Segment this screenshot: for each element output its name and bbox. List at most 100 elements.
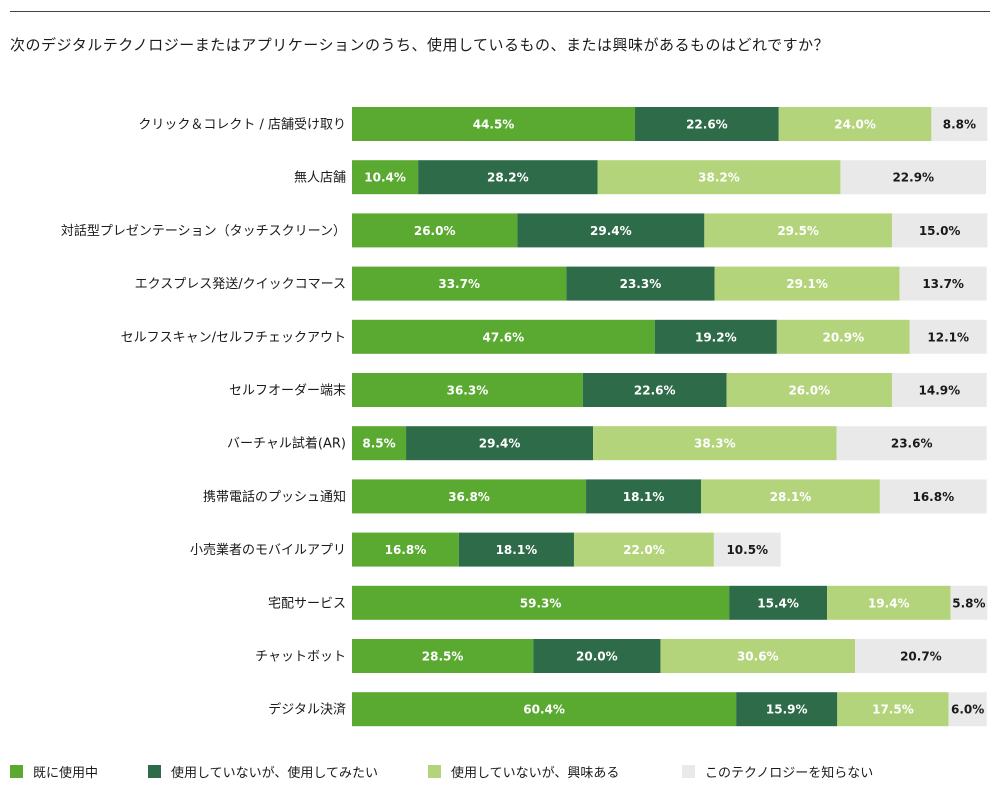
data-label: 29.5% [777,224,819,238]
category-label: チャットボット [255,650,346,665]
bar-segment [352,692,737,727]
data-label: 19.2% [695,330,737,344]
data-label: 22.6% [686,118,728,132]
data-label: 60.4% [523,703,565,717]
bar-segment [891,373,987,407]
data-label: 24.0% [834,118,876,132]
data-label: 33.7% [438,277,480,291]
bar-segment [776,319,910,354]
data-label: 26.0% [788,384,830,398]
data-label: 59.3% [520,596,562,610]
bar-segment [352,160,419,195]
legend-label: このテクノロジーを知らない [705,766,874,781]
data-label: 16.8% [385,543,427,557]
bar-segment [840,160,987,195]
category-label: 小売業者のモバイルアプリ [190,542,346,558]
category-label: デジタル決済 [268,702,346,718]
bar-segment [837,692,949,727]
chart-legend: 既に使用中 使用していないが、使用してみたい 使用していないが、興味ある このテクノロ… [10,762,990,784]
bar-segment [352,319,655,354]
bar-segment [593,426,837,461]
bar-segment [458,532,574,567]
bar-segment [660,639,856,673]
data-label: 8.5% [362,437,395,451]
bar-segment [597,160,841,195]
data-label: 29.4% [590,224,632,238]
bar-segment [855,639,987,673]
bar-segment [352,585,730,620]
bar-segment [879,479,987,514]
bar-segment [729,585,828,620]
legend-swatch [428,765,441,778]
bar-segment [352,107,636,141]
data-label: 28.1% [770,490,812,504]
bar-segment [931,107,988,141]
data-label: 23.3% [620,277,662,291]
bar-segment [827,585,951,620]
data-label: 29.1% [786,277,828,291]
bar-segment [778,107,932,141]
data-label: 28.2% [487,171,529,185]
data-label: 44.5% [473,118,515,132]
bar-segment [950,585,988,620]
bar-segment [701,479,880,514]
legend-swatch [682,765,695,778]
bar-segment [836,426,987,461]
data-label: 22.0% [623,543,665,557]
data-label: 12.1% [927,330,969,344]
data-label: 18.1% [496,543,538,557]
bar-segment [566,266,715,301]
bar-segment [899,266,987,301]
data-label: 17.5% [872,703,914,717]
data-label: 38.2% [698,171,740,185]
category-label: セルフスキャン/セルフチェックアウト [121,330,346,345]
bar-segment [891,213,988,248]
data-label: 28.5% [422,650,464,664]
bar-segment [352,532,459,567]
bar-segment [352,266,567,301]
data-label: 18.1% [623,490,665,504]
data-label: 20.7% [900,650,942,664]
legend-item: 使用していないが、興味ある [428,762,619,781]
bar-segment [533,639,661,673]
legend-label: 使用していないが、使用してみたい [171,766,378,781]
page-title: 次のデジタルテクノロジーまたはアプリケーションのうち、使用しているもの、または興… [10,36,830,54]
bar-segment [654,319,777,354]
legend-item: 使用していないが、使用してみたい [148,762,378,781]
bar-segment [352,373,583,407]
stacked-bar-chart: クリック＆コレクト / 店舗受け取り 44.5% 22.6% 24.0% 8.8% 無人店… [61,107,988,727]
data-label: 14.9% [919,384,961,398]
data-label: 38.3% [694,437,736,451]
legend-swatch [148,765,161,778]
bar-segment [573,532,714,567]
data-label: 20.9% [822,330,864,344]
data-label: 15.0% [919,224,961,238]
data-label: 8.8% [943,118,976,132]
bar-segment [352,479,587,514]
bar-segment [586,479,702,514]
bar-segment [713,532,781,567]
data-label: 10.4% [364,171,406,185]
category-label: 対話型プレゼンテーション（タッチスクリーン） [61,223,346,239]
category-label: セルフオーダー端末 [229,384,346,399]
data-label: 13.7% [922,277,964,291]
data-label: 36.3% [447,384,489,398]
data-label: 30.6% [737,650,779,664]
bar-segment [726,373,892,407]
legend-item: 既に使用中 [10,762,98,781]
category-label: バーチャル試着(AR) [227,436,346,452]
top-rule [10,11,990,12]
bar-segment [635,107,779,141]
bar-segment [406,426,594,461]
legend-swatch [10,765,23,778]
data-label: 19.4% [868,596,910,610]
data-label: 15.4% [757,596,799,610]
bar-segment [948,692,987,727]
data-label: 16.8% [912,490,954,504]
category-label: エクスプレス発送/クイックコマース [135,277,346,292]
category-label: 宅配サービス [268,596,346,611]
bar-segment [352,213,518,248]
bar-segment [352,426,407,461]
bar-segment [582,373,727,407]
legend-item: このテクノロジーを知らない [682,762,873,781]
